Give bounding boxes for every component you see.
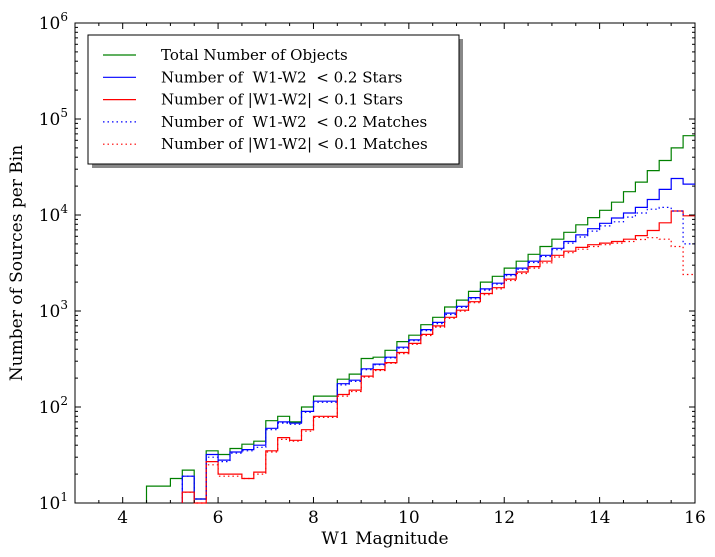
- legend-label-4: Number of W1-W2 < 0.2 Matches: [161, 113, 427, 131]
- legend-entries: Total Number of Objects Number of W1-W2 <…: [103, 46, 428, 153]
- legend-box: [87, 34, 460, 165]
- series-line-3: [181, 210, 695, 504]
- y-tick-label: 104: [39, 202, 69, 226]
- x-axis-label: W1 Magnitude: [321, 529, 448, 549]
- legend: Total Number of Objects Number of W1-W2 <…: [87, 34, 463, 168]
- tick-layer: 4 6 8 10 12 14 16 101 102 103 104 105 106: [39, 10, 706, 528]
- x-tick-label: 6: [213, 508, 224, 528]
- y-tick-label: 101: [39, 490, 68, 514]
- series-layer: [145, 135, 695, 504]
- series-line-1: [145, 135, 695, 503]
- y-tick-label: 102: [39, 394, 68, 418]
- series-line-5: [181, 237, 695, 504]
- x-tick-label: 4: [117, 508, 128, 528]
- legend-label-5: Number of |W1-W2| < 0.1 Matches: [161, 135, 428, 153]
- y-tick-label: 105: [39, 106, 68, 130]
- x-tick-label: 16: [684, 508, 706, 528]
- x-tick-label: 12: [493, 508, 515, 528]
- y-tick-label: 103: [39, 298, 68, 322]
- legend-label-1: Total Number of Objects: [161, 46, 348, 64]
- x-tick-label: 8: [308, 508, 319, 528]
- y-axis-label: Number of Sources per Bin: [7, 145, 27, 381]
- y-tick-label: 106: [39, 10, 68, 34]
- x-tick-label: 14: [589, 508, 611, 528]
- legend-label-2: Number of W1-W2 < 0.2 Stars: [161, 68, 402, 86]
- x-tick-label: 10: [398, 508, 420, 528]
- series-line-4: [181, 206, 695, 503]
- legend-label-3: Number of |W1-W2| < 0.1 Stars: [161, 91, 403, 109]
